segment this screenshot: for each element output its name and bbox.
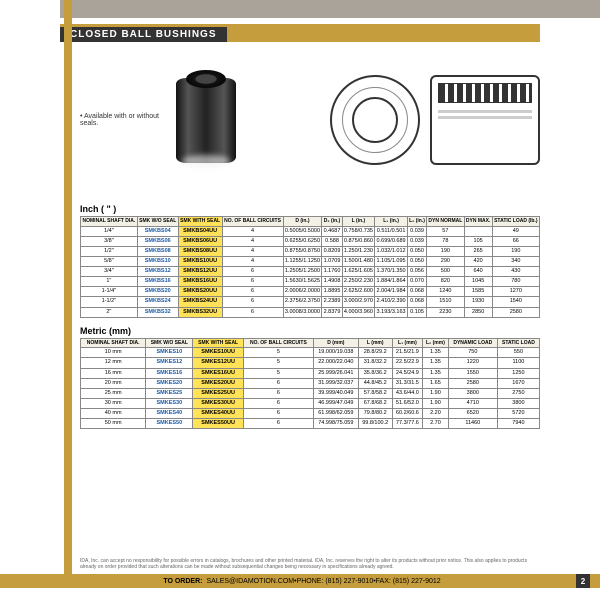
inch-title: Inch ( " ) <box>80 204 540 214</box>
accent-stripe <box>64 0 72 576</box>
inch-table: NOMINAL SHAFT DIA.SMK W/O SEALSMK WITH S… <box>80 216 540 318</box>
footer-bar: TO ORDER: SALES@IDAMOTION.COM • PHONE: (… <box>0 574 600 588</box>
metric-table: NOMINAL SHAFT DIA.SMK W/O SEALSMK WITH S… <box>80 338 540 430</box>
product-note: • Available with or without seals. <box>80 113 160 127</box>
disclaimer: IDA, Inc. can accept no responsibility f… <box>80 558 540 570</box>
page-title: CLOSED BALL BUSHINGS <box>60 27 227 42</box>
metric-title: Metric (mm) <box>80 326 540 336</box>
diagram-front <box>330 75 420 165</box>
diagram-side <box>430 75 540 165</box>
product-photo <box>176 78 236 163</box>
page-number: 2 <box>576 574 590 588</box>
